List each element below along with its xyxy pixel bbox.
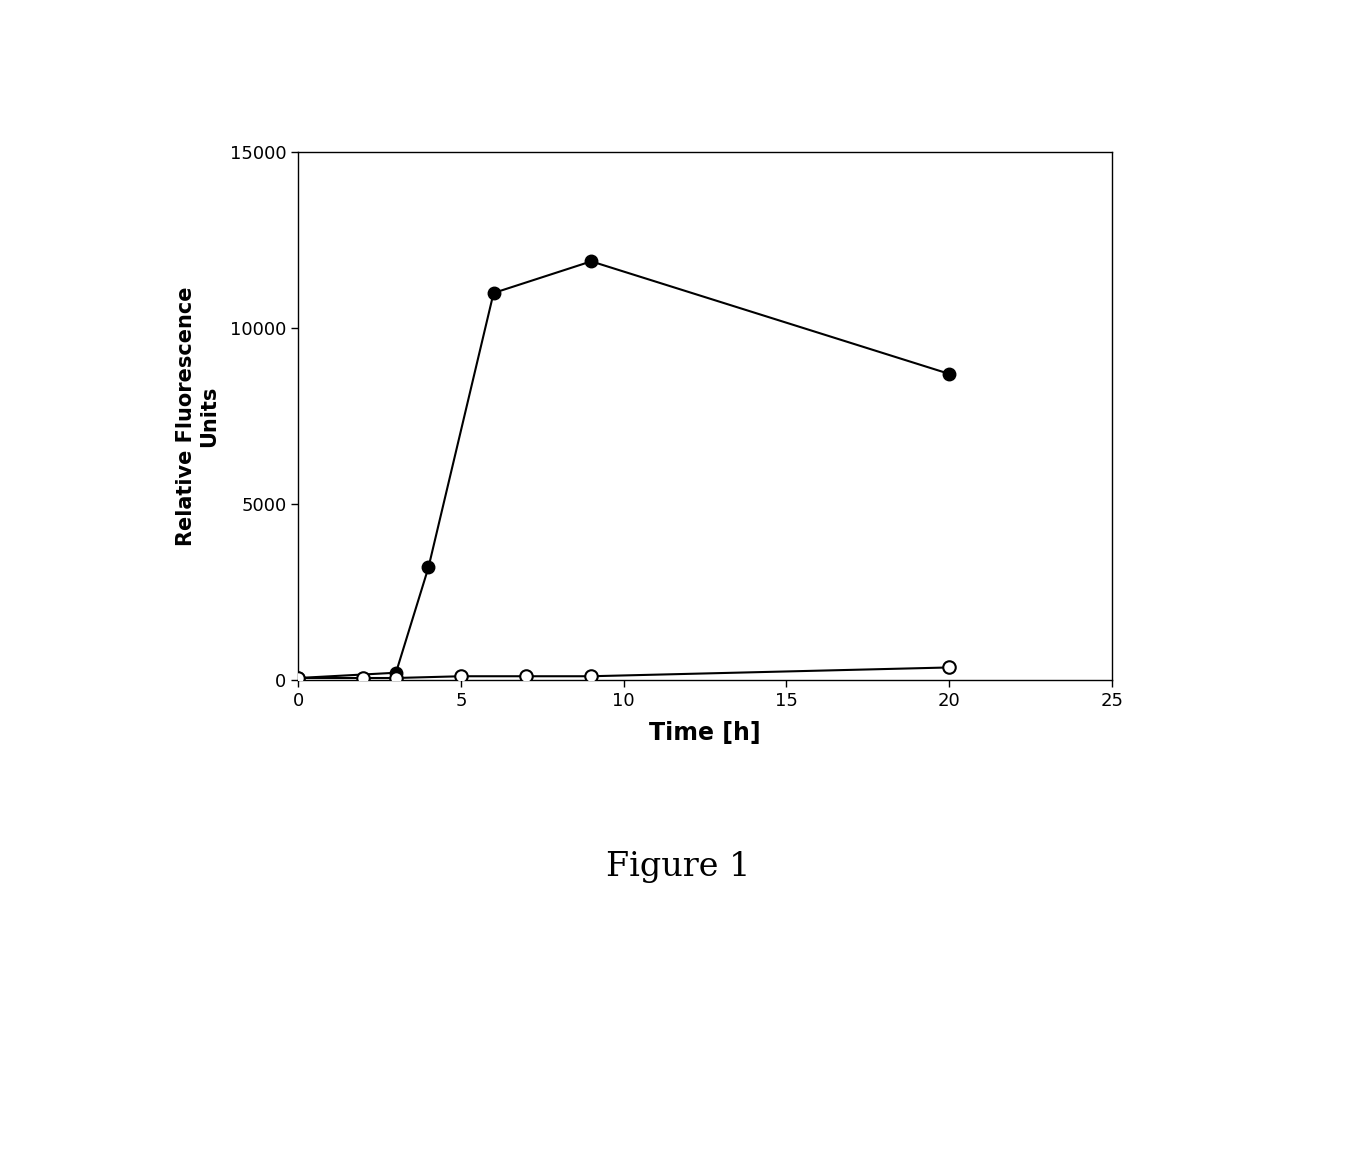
Text: Figure 1: Figure 1 xyxy=(606,851,750,884)
X-axis label: Time [h]: Time [h] xyxy=(650,721,761,744)
Y-axis label: Relative Fluorescence
Units: Relative Fluorescence Units xyxy=(175,286,218,546)
